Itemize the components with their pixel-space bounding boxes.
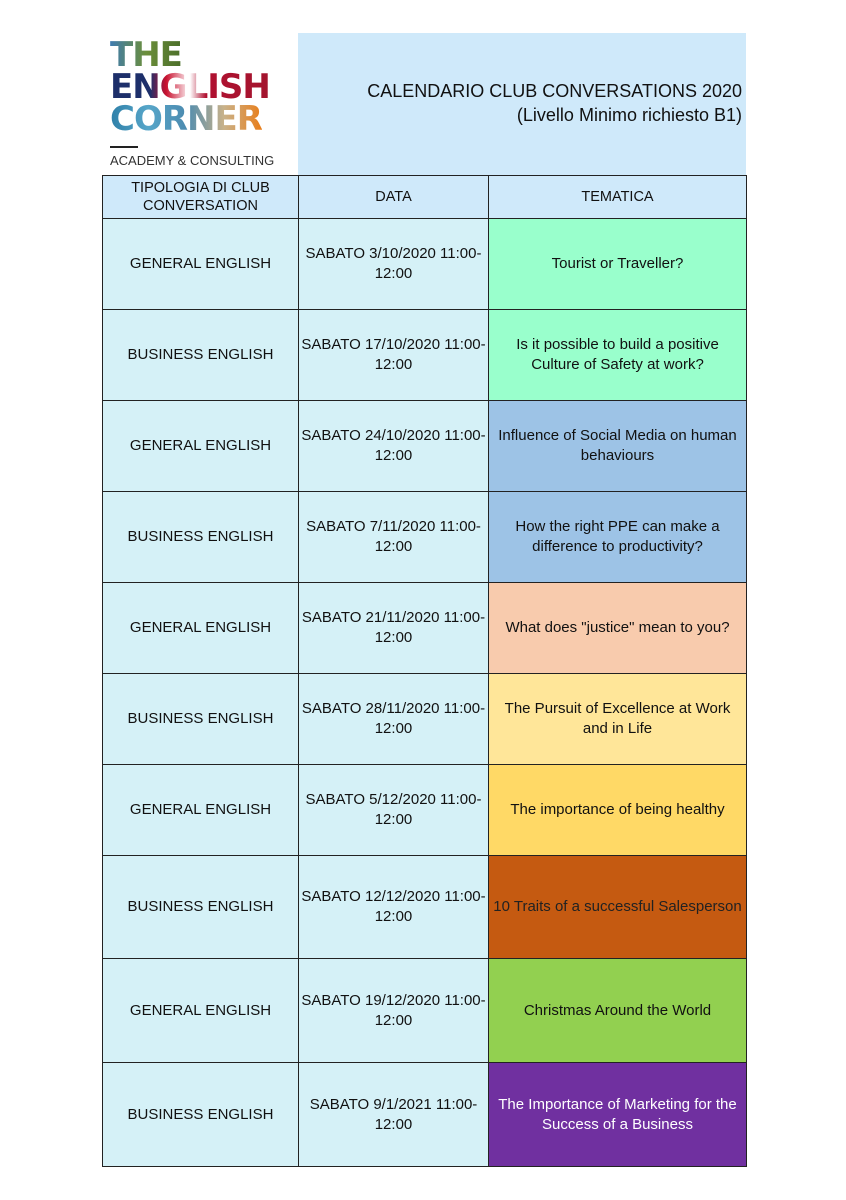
table-header-row: TIPOLOGIA DI CLUB CONVERSATION DATA TEMA… (102, 175, 747, 219)
table-row: GENERAL ENGLISH SABATO 19/12/2020 11:00-1… (102, 958, 747, 1063)
cell-type: GENERAL ENGLISH (102, 582, 299, 674)
page-subtitle: (Livello Minimo richiesto B1) (516, 105, 742, 125)
table-row: BUSINESS ENGLISH SABATO 28/11/2020 11:00-… (102, 673, 747, 765)
cell-type: GENERAL ENGLISH (102, 958, 299, 1063)
cell-theme: The Pursuit of Excellence at Work and in… (488, 673, 747, 765)
cell-type: GENERAL ENGLISH (102, 764, 299, 856)
cell-theme: How the right PPE can make a difference … (488, 491, 747, 583)
column-header-theme: TEMATICA (488, 175, 747, 219)
table-row: GENERAL ENGLISH SABATO 5/12/2020 11:00-12… (102, 764, 747, 856)
cell-type: BUSINESS ENGLISH (102, 855, 299, 959)
logo-line-3: CORNER (110, 99, 263, 139)
cell-type: BUSINESS ENGLISH (102, 491, 299, 583)
column-header-type: TIPOLOGIA DI CLUB CONVERSATION (102, 175, 299, 219)
table-row: GENERAL ENGLISH SABATO 24/10/2020 11:00-1… (102, 400, 747, 492)
cell-theme: What does "justice" mean to you? (488, 582, 747, 674)
table-row: BUSINESS ENGLISH SABATO 9/1/2021 11:00-12… (102, 1062, 747, 1167)
cell-theme: Christmas Around the World (488, 958, 747, 1063)
cell-date: SABATO 9/1/2021 11:00-12:00 (298, 1062, 489, 1167)
title-box: CALENDARIO CLUB CONVERSATIONS 2020 (Live… (298, 33, 746, 175)
table-row: BUSINESS ENGLISH SABATO 7/11/2020 11:00-1… (102, 491, 747, 583)
cell-date: SABATO 5/12/2020 11:00-12:00 (298, 764, 489, 856)
cell-theme: Influence of Social Media on human behav… (488, 400, 747, 492)
table-row: GENERAL ENGLISH SABATO 3/10/2020 11:00-12… (102, 218, 747, 310)
cell-type: BUSINESS ENGLISH (102, 673, 299, 765)
cell-date: SABATO 24/10/2020 11:00-12:00 (298, 400, 489, 492)
logo: THE ENGLISH CORNER ACADEMY & CONSULTING (102, 33, 298, 175)
logo-tagline: ACADEMY & CONSULTING (110, 153, 275, 168)
page-title: CALENDARIO CLUB CONVERSATIONS 2020 (367, 81, 742, 101)
cell-theme: Is it possible to build a positive Cultu… (488, 309, 747, 401)
cell-date: SABATO 28/11/2020 11:00-12:00 (298, 673, 489, 765)
logo-line-1: THE (110, 35, 183, 75)
cell-type: GENERAL ENGLISH (102, 400, 299, 492)
cell-type: BUSINESS ENGLISH (102, 309, 299, 401)
cell-theme: Tourist or Traveller? (488, 218, 747, 310)
schedule-table: TIPOLOGIA DI CLUB CONVERSATION DATA TEMA… (102, 175, 747, 1167)
column-header-date: DATA (298, 175, 489, 219)
cell-type: BUSINESS ENGLISH (102, 1062, 299, 1167)
cell-date: SABATO 17/10/2020 11:00-12:00 (298, 309, 489, 401)
table-row: BUSINESS ENGLISH SABATO 17/10/2020 11:00-… (102, 309, 747, 401)
table-row: GENERAL ENGLISH SABATO 21/11/2020 11:00-1… (102, 582, 747, 674)
cell-type: GENERAL ENGLISH (102, 218, 299, 310)
table-row: BUSINESS ENGLISH SABATO 12/12/2020 11:00-… (102, 855, 747, 959)
cell-date: SABATO 7/11/2020 11:00-12:00 (298, 491, 489, 583)
cell-date: SABATO 12/12/2020 11:00-12:00 (298, 855, 489, 959)
cell-theme: The Importance of Marketing for the Succ… (488, 1062, 747, 1167)
cell-date: SABATO 19/12/2020 11:00-12:00 (298, 958, 489, 1063)
cell-theme: 10 Traits of a successful Salesperson (488, 855, 747, 959)
cell-date: SABATO 21/11/2020 11:00-12:00 (298, 582, 489, 674)
logo-divider (110, 146, 138, 148)
cell-theme: The importance of being healthy (488, 764, 747, 856)
logo-line-2: ENGLISH (110, 67, 271, 107)
cell-date: SABATO 3/10/2020 11:00-12:00 (298, 218, 489, 310)
